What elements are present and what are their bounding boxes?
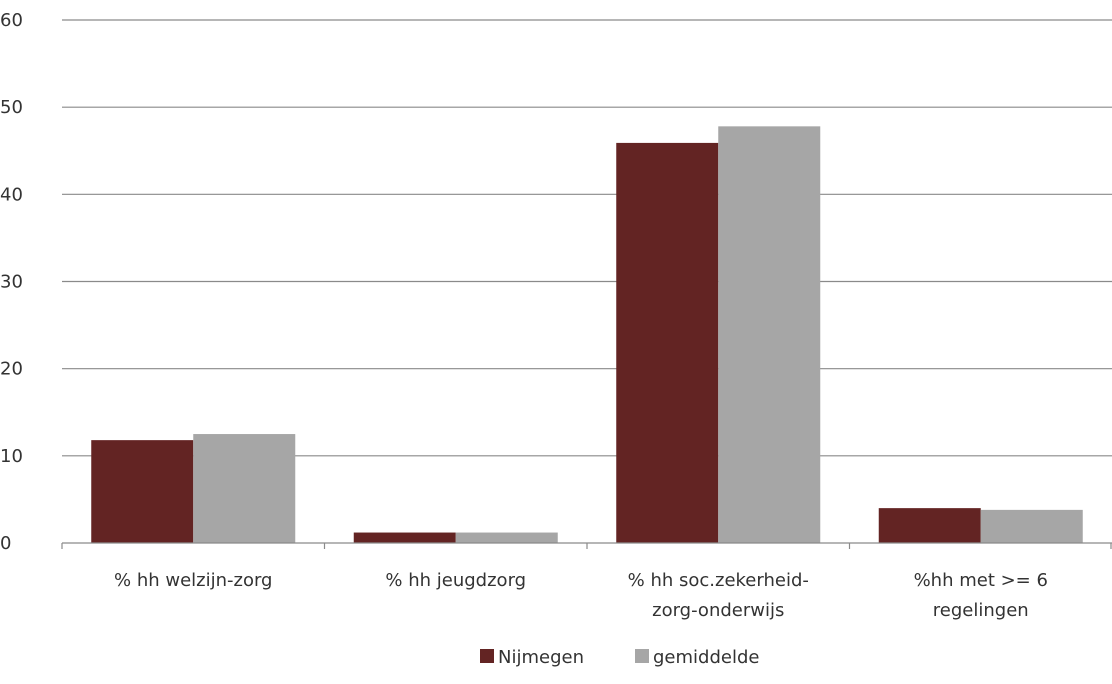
y-tick-label: 20	[0, 359, 23, 380]
y-tick-label: 0	[0, 533, 11, 554]
legend-swatch-gemiddelde	[635, 649, 649, 663]
bar-gemiddelde-0	[193, 434, 296, 543]
legend: Nijmegen gemiddelde	[480, 647, 759, 668]
legend-swatch-nijmegen	[480, 649, 494, 663]
x-category-label: %hh met >= 6	[914, 570, 1048, 591]
x-category-label: zorg-onderwijs	[652, 600, 784, 621]
y-tick-label: 50	[0, 97, 23, 118]
x-category-label: regelingen	[933, 600, 1029, 621]
bars	[91, 126, 1083, 544]
bar-gemiddelde-1	[455, 532, 558, 543]
y-tick-label: 30	[0, 272, 23, 293]
x-category-label: % hh soc.zekerheid-	[628, 570, 809, 591]
bar-nijmegen-1	[353, 532, 456, 543]
y-tick-label: 10	[0, 446, 23, 467]
legend-label-nijmegen: Nijmegen	[498, 647, 584, 668]
x-category-label: % hh welzijn-zorg	[114, 570, 272, 591]
x-category-label: % hh jeugdzorg	[385, 570, 526, 591]
gridlines	[62, 19, 1112, 457]
y-axis-ticks: 0 10 20 30 40 50 60	[0, 10, 23, 554]
legend-label-gemiddelde: gemiddelde	[653, 647, 759, 668]
y-tick-label: 60	[0, 10, 23, 31]
y-tick-label: 40	[0, 184, 23, 205]
bar-gemiddelde-3	[980, 509, 1083, 543]
bar-nijmegen-3	[878, 508, 981, 543]
x-axis	[61, 542, 1112, 549]
x-axis-category-labels: % hh welzijn-zorg % hh jeugdzorg % hh soc.…	[114, 570, 1048, 621]
bar-nijmegen-2	[616, 142, 719, 543]
bar-nijmegen-0	[91, 440, 194, 543]
bar-gemiddelde-2	[718, 126, 821, 544]
